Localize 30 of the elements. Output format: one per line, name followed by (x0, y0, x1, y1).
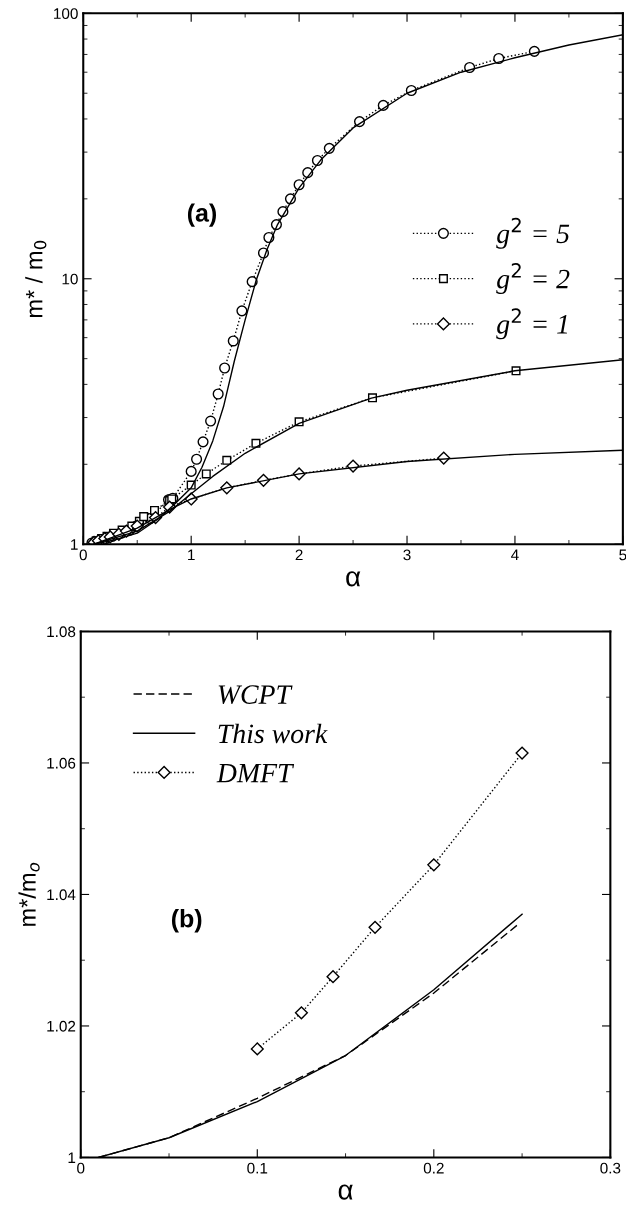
legend-label: WCPT (218, 685, 293, 705)
legend-label: g$^{2}$ = 2 (496, 263, 570, 295)
y-tick-label: 1.02 (47, 1020, 76, 1032)
y-tick-label: 1 (68, 1152, 76, 1163)
legend-label: g$^{2}$ = 5 (496, 217, 570, 249)
x-axis-title: α (346, 571, 361, 587)
x-tick-label: 0.1 (247, 1162, 268, 1174)
x-tick-label: 0 (79, 549, 87, 561)
y-axis-title: m* / m$_{0}$ (25, 240, 47, 318)
x-axis-title: α (338, 1184, 353, 1200)
legend-label: DMFT (216, 763, 295, 783)
legend-label: g$^{2}$ = 1 (496, 308, 568, 340)
x-tick-label: 0.3 (600, 1162, 621, 1174)
x-tick-label: 3 (403, 549, 411, 561)
x-tick-label: 2 (295, 549, 303, 561)
annotation: (a) (187, 203, 217, 227)
legend-label: This work (218, 723, 328, 744)
y-axis-title: m*/m$_{o}$ (18, 862, 40, 926)
y-tick-label: 10 (62, 273, 78, 285)
annotation: (b) (171, 909, 202, 933)
x-tick-label: 5 (619, 549, 626, 561)
x-tick-label: 0 (77, 1162, 85, 1174)
y-tick-label: 1.08 (47, 626, 76, 638)
y-tick-label: 100 (54, 8, 78, 20)
x-tick-label: 4 (511, 549, 519, 561)
y-tick-label: 1 (71, 539, 78, 550)
x-tick-label: 0.2 (423, 1162, 444, 1174)
y-tick-label: 1.04 (47, 889, 76, 901)
x-tick-label: 1 (188, 549, 195, 561)
y-tick-label: 1.06 (47, 757, 76, 769)
